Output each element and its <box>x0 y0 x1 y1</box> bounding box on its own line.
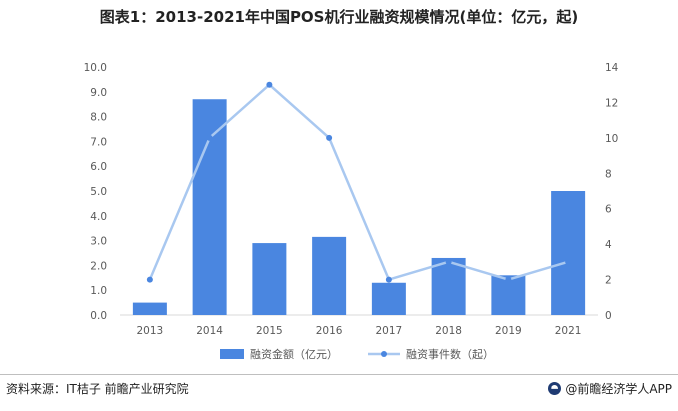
y-right-tick-label: 14 <box>605 62 619 74</box>
y-right-tick-label: 12 <box>605 97 618 109</box>
brand-credit: @前瞻经济学人APP <box>548 380 672 397</box>
y-left-tick-label: 0.0 <box>90 310 107 322</box>
bar-2021 <box>551 191 586 315</box>
y-left-tick-label: 10.0 <box>84 62 107 74</box>
y-right-tick-label: 2 <box>605 275 612 287</box>
footer-divider <box>0 374 678 375</box>
x-tick-label: 2019 <box>495 325 522 337</box>
line-point-2014 <box>206 134 213 141</box>
y-right-tick-label: 10 <box>605 133 618 145</box>
line-point-2016 <box>326 134 333 141</box>
chart-area: 0.0 1.0 2.0 3.0 4.0 5.0 6.0 7.0 8.0 9.0 10.0 0 2 4 6 8 1… <box>84 62 619 361</box>
source-note: 资料来源：IT桔子 前瞻产业研究院 <box>6 382 189 396</box>
y-left-tick-label: 1.0 <box>90 285 107 297</box>
line-point-2018 <box>445 258 452 265</box>
y-left-tick-label: 6.0 <box>90 161 107 173</box>
legend-line-marker <box>381 351 387 357</box>
chart-legend: 融资金额（亿元） 融资事件数（起） <box>220 347 494 361</box>
plot-area: 0.0 1.0 2.0 3.0 4.0 5.0 6.0 7.0 8.0 9.0 10.0 0 2 4 6 8 1… <box>84 62 619 337</box>
y-left-tick-label: 8.0 <box>90 112 107 124</box>
legend-bar-swatch <box>220 349 244 359</box>
y-right-tick-label: 4 <box>605 239 612 251</box>
y-right-tick-label: 0 <box>605 310 612 322</box>
bar-2014 <box>192 99 227 316</box>
x-tick-label: 2016 <box>316 325 343 337</box>
line-point-2017 <box>385 276 392 283</box>
legend-line-label: 融资事件数（起） <box>406 348 494 361</box>
x-tick-label: 2021 <box>555 325 582 337</box>
bar-2017 <box>371 282 406 315</box>
y-left-tick-label: 9.0 <box>90 87 107 99</box>
bar-2018 <box>431 257 466 315</box>
x-tick-label: 2014 <box>196 325 223 337</box>
legend-bar-label: 融资金额（亿元） <box>250 347 338 361</box>
y-left-tick-label: 3.0 <box>90 236 107 248</box>
line-point-2021 <box>565 258 572 265</box>
y-left-tick-label: 5.0 <box>90 186 107 198</box>
brand-logo-icon <box>548 382 562 395</box>
x-tick-label: 2017 <box>376 325 403 337</box>
y-left-tick-label: 7.0 <box>90 136 107 148</box>
y-left-tick-label: 4.0 <box>90 211 107 223</box>
bar-2016 <box>312 236 347 315</box>
bar-2015 <box>252 243 287 315</box>
brand-text: @前瞻经济学人APP <box>565 382 672 396</box>
line-point-2015 <box>266 81 273 88</box>
x-tick-label: 2018 <box>435 325 462 337</box>
x-tick-label: 2013 <box>137 325 164 337</box>
y-left-tick-label: 2.0 <box>90 260 107 272</box>
y-right-tick-label: 8 <box>605 168 612 180</box>
line-series-events <box>148 83 569 281</box>
x-tick-label: 2015 <box>256 325 283 337</box>
line-point-2019 <box>505 276 512 283</box>
bar-2013 <box>132 302 167 315</box>
line-point-2013 <box>146 276 153 283</box>
chart-title: 图表1：2013-2021年中国POS机行业融资规模情况(单位：亿元，起) <box>99 8 579 26</box>
y-right-tick-label: 6 <box>605 204 612 216</box>
